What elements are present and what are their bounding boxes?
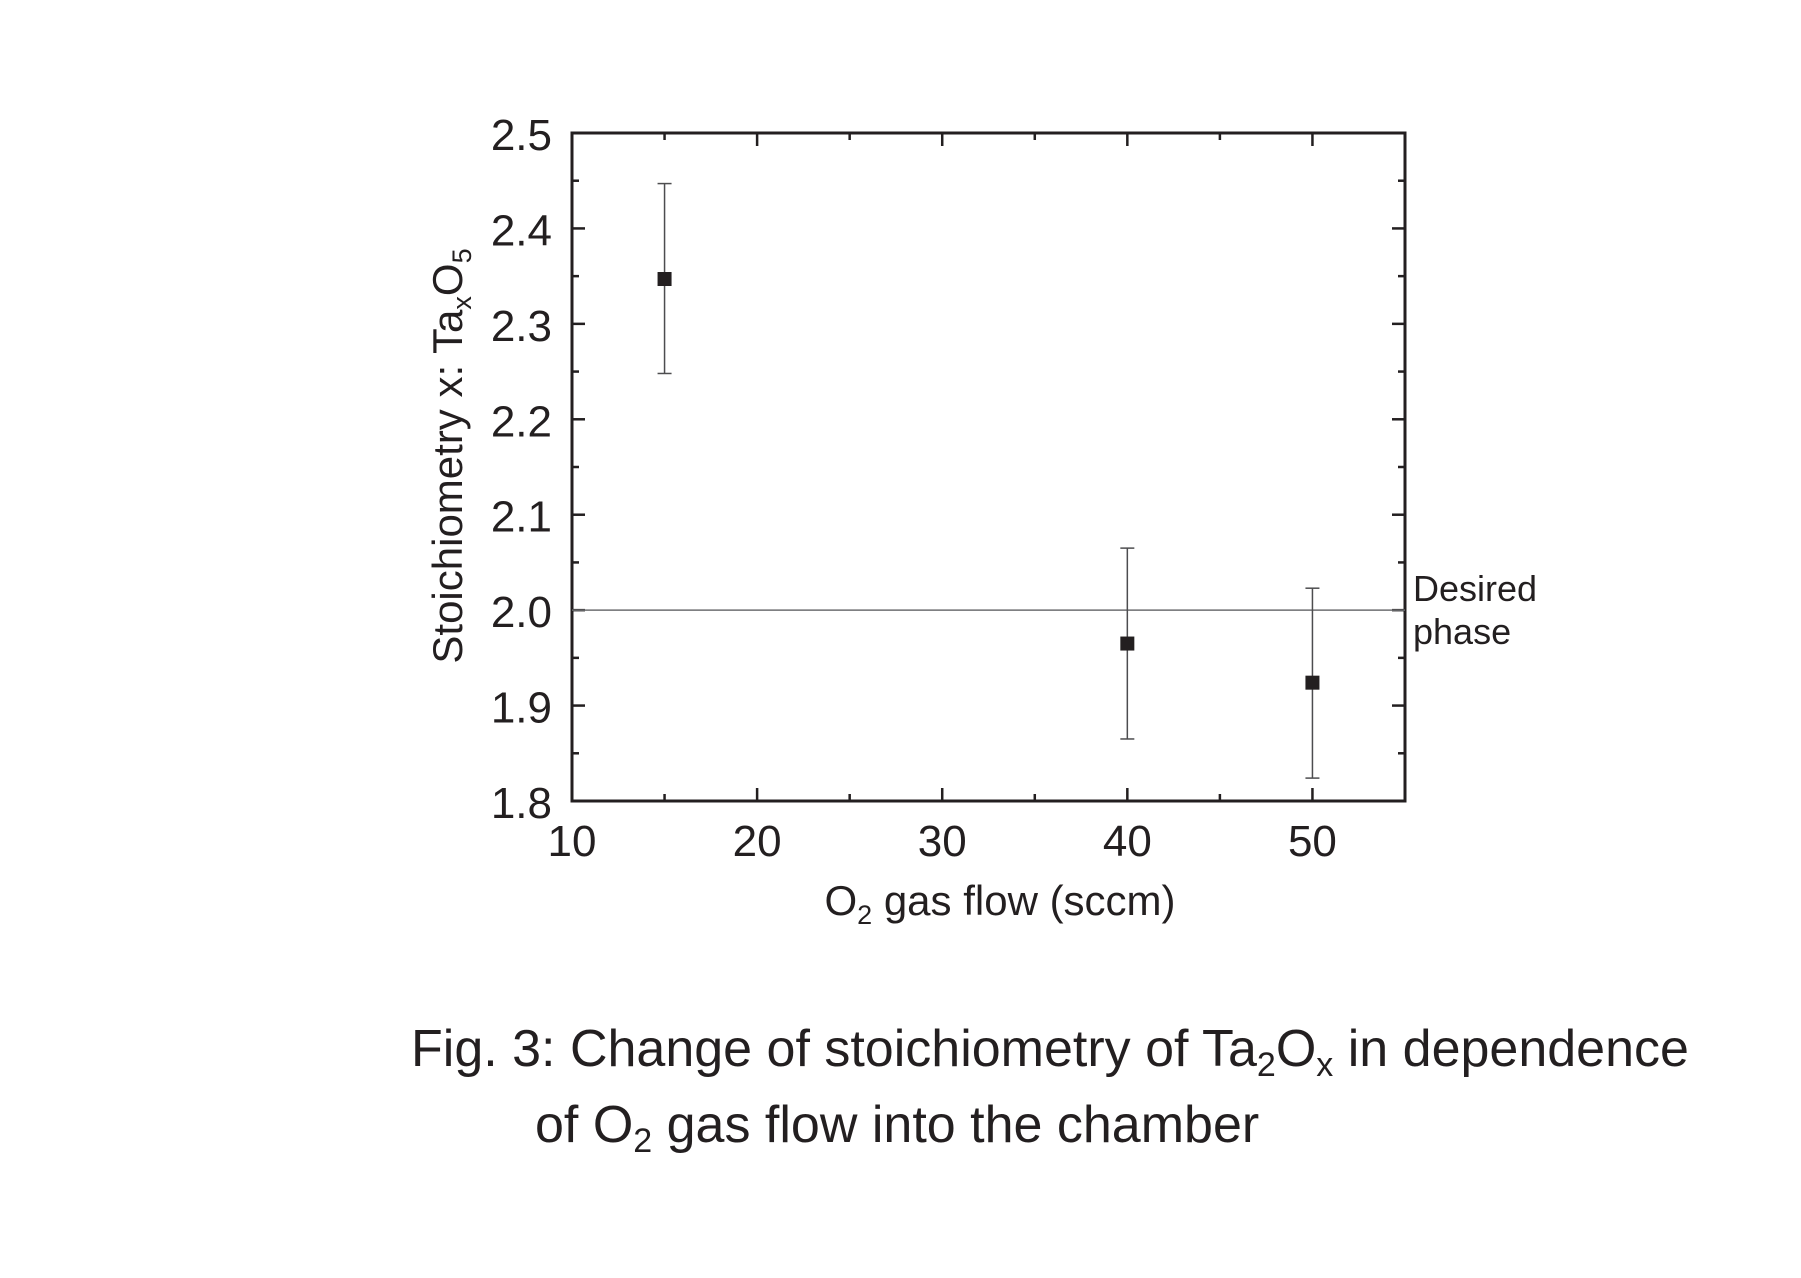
y-tick-label: 2.3	[491, 302, 552, 351]
y-tick-label: 1.8	[491, 779, 552, 828]
caption-subscript: 2	[633, 1122, 653, 1161]
caption-text: O	[1275, 1020, 1317, 1078]
x-axis-title: O2 gas flow (sccm)	[824, 877, 1175, 930]
data-point	[1120, 636, 1135, 651]
caption-text: Fig. 3: Change of stoichiometry of Ta	[411, 1020, 1257, 1078]
y-axis-title-sub-5: 5	[447, 248, 477, 263]
y-axis-title-sub-x: x	[447, 296, 477, 310]
y-tick-label: 2.1	[491, 493, 552, 542]
x-axis-title-sub: 2	[857, 900, 872, 930]
x-tick-label: 10	[548, 817, 597, 866]
y-tick-label: 1.9	[491, 684, 552, 733]
x-tick-label: 50	[1288, 817, 1337, 866]
caption-subscript: 2	[1256, 1046, 1276, 1085]
x-axis-title-main: O	[824, 877, 857, 924]
y-tick-label: 2.4	[491, 206, 552, 255]
data-point	[1305, 675, 1320, 690]
y-axis-title: Stoichiometry x: TaxO5	[424, 248, 477, 663]
x-tick-label: 40	[1103, 817, 1152, 866]
y-tick-label: 2.0	[491, 588, 552, 637]
desired-phase-label: phase	[1413, 611, 1511, 652]
y-tick-label: 2.2	[491, 397, 552, 446]
data-point	[657, 272, 672, 287]
figure-caption-line-1: Fig. 3: Change of stoichiometry of Ta2Ox…	[411, 1020, 1689, 1082]
plot-group: 10 20 30 40 50 1.8 1.9 2.0 2.1 2.2 2.3 2.4 2.5 Desire…	[491, 111, 1537, 866]
figure-caption-line-2: of O2 gas flow into the chamber	[535, 1096, 1260, 1158]
y-axis-title-main: Stoichiometry x: Ta	[424, 309, 471, 664]
x-axis-title-rest: gas flow (sccm)	[872, 877, 1175, 924]
caption-text: of O	[535, 1096, 634, 1154]
caption-text: in dependence	[1333, 1020, 1689, 1078]
x-tick-label: 20	[733, 817, 782, 866]
x-tick-label: 30	[918, 817, 967, 866]
caption-text: gas flow into the chamber	[652, 1096, 1260, 1154]
desired-phase-label: Desired	[1413, 568, 1537, 609]
y-tick-label: 2.5	[491, 111, 552, 160]
plot-frame	[570, 131, 1407, 803]
caption-subscript: x	[1316, 1046, 1334, 1085]
y-axis-title-mid: O	[424, 263, 471, 296]
